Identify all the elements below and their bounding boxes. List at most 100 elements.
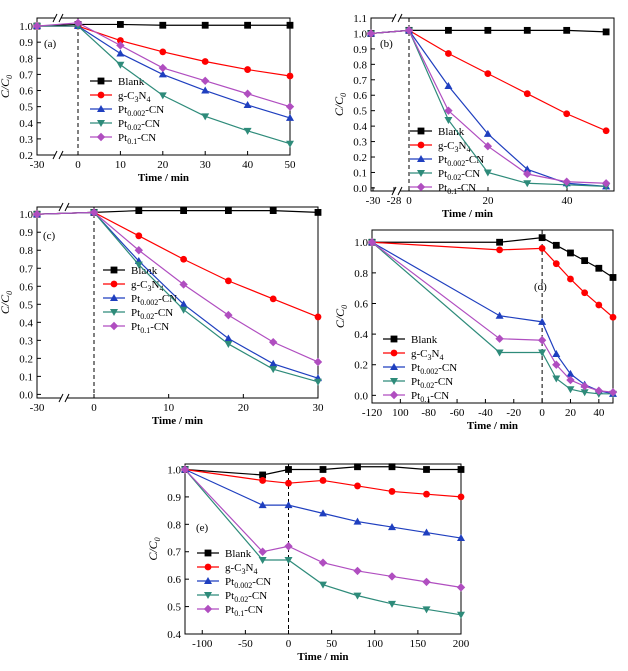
x-tick-label: 0 [539, 407, 545, 419]
chart-panel-2: 0.0 0.1 0.2 0.3 0.4 0.5 0.6 0.7 0.8 0.9 1.0 1.1 -30-… [332, 13, 615, 220]
series-line [184, 469, 462, 616]
y-tick-label: 0.6 [19, 281, 33, 293]
data-point [224, 340, 233, 348]
legend-entry: g-C3N4 [225, 562, 257, 576]
data-point [116, 61, 125, 69]
data-point [484, 70, 492, 78]
x-tick-label: -120 [362, 407, 383, 419]
series-line [36, 211, 319, 379]
data-point [224, 334, 233, 342]
data-point [495, 349, 504, 357]
data-point [117, 21, 124, 28]
x-tick-label: -28 [387, 195, 402, 207]
data-point [180, 207, 187, 215]
legend-marker [110, 266, 118, 274]
data-point [563, 26, 571, 34]
panel-label: (c) [43, 230, 56, 242]
series-1 [181, 466, 465, 501]
series-line [372, 237, 614, 278]
data-point [286, 72, 294, 80]
data-point [285, 466, 292, 473]
series-2 [367, 26, 611, 190]
legend-marker [97, 105, 105, 112]
y-tick-label: 0.4 [354, 329, 368, 341]
legend-marker [110, 294, 118, 301]
x-tick-label: 50 [326, 638, 338, 650]
data-point [404, 26, 414, 35]
axis-break-mark [391, 13, 397, 23]
data-point [269, 295, 277, 303]
legend-entry: Pt0.1-CN [225, 604, 263, 618]
data-point [495, 311, 504, 319]
legend-entry: Pt0.02-CN [411, 376, 453, 390]
data-point [269, 337, 278, 347]
legend-marker [110, 280, 118, 288]
series-line [370, 29, 607, 187]
data-point [388, 600, 396, 608]
x-tick-label: 20 [565, 407, 577, 419]
data-point [225, 277, 232, 285]
x-tick-label: 10 [115, 159, 127, 171]
x-tick-label: 30 [313, 402, 325, 414]
data-point [495, 334, 504, 343]
x-tick-label: 150 [410, 638, 427, 650]
data-point [89, 208, 99, 217]
data-point [608, 388, 618, 397]
legend-marker [204, 549, 212, 557]
data-point [563, 110, 571, 118]
data-point [388, 463, 396, 471]
data-point [243, 101, 252, 109]
data-point [32, 21, 42, 31]
data-point [552, 375, 561, 383]
x-tick-label: -100 [192, 638, 213, 650]
legend-marker [416, 182, 426, 192]
series-2 [181, 465, 465, 542]
data-point [483, 129, 492, 137]
x-axis-title: Time / min [138, 172, 189, 184]
data-point [523, 169, 532, 179]
series-4 [180, 465, 466, 592]
data-point [422, 577, 431, 587]
y-tick-label: 0.9 [19, 37, 33, 49]
x-tick-label: -80 [421, 407, 436, 419]
legend-marker [97, 120, 105, 127]
y-tick-label: 0.9 [167, 492, 181, 504]
y-tick-label: 0.3 [353, 137, 367, 149]
chart-panel-3: 0.0 0.1 0.2 0.3 0.4 0.5 0.6 0.7 0.8 0.9 1.0 -30 0 10 2… [0, 202, 325, 427]
data-point [552, 241, 560, 249]
data-point [552, 260, 560, 268]
axis-break-mark [52, 150, 58, 160]
x-tick-label: 40 [562, 195, 574, 207]
data-point [562, 177, 571, 186]
series-4 [367, 238, 618, 397]
data-point [201, 86, 210, 94]
data-point [445, 26, 452, 34]
axis-break-mark [58, 393, 64, 403]
data-point [523, 90, 531, 98]
data-point [354, 463, 361, 471]
y-tick-label: 0.3 [19, 335, 33, 347]
y-tick-label: 0.1 [19, 371, 33, 383]
y-tick-label: 0.5 [19, 102, 33, 114]
data-point [243, 127, 252, 135]
series-3 [33, 23, 294, 148]
data-point [244, 21, 251, 29]
data-point [580, 389, 589, 397]
axis-break-mark [58, 13, 64, 23]
data-point [538, 244, 546, 252]
y-axis-title: C/C0 [333, 305, 349, 328]
series-1 [368, 238, 617, 321]
series-0 [181, 463, 465, 479]
y-tick-label: 0.4 [19, 317, 33, 329]
x-tick-label: -40 [478, 407, 493, 419]
data-point [244, 66, 252, 73]
data-point [353, 592, 362, 600]
plot-frame [36, 17, 291, 156]
plot-frame [370, 17, 615, 192]
data-point [581, 257, 589, 265]
series-line [36, 211, 319, 318]
data-point [566, 375, 575, 385]
data-point [286, 21, 294, 29]
axis-break-mark [58, 150, 64, 160]
